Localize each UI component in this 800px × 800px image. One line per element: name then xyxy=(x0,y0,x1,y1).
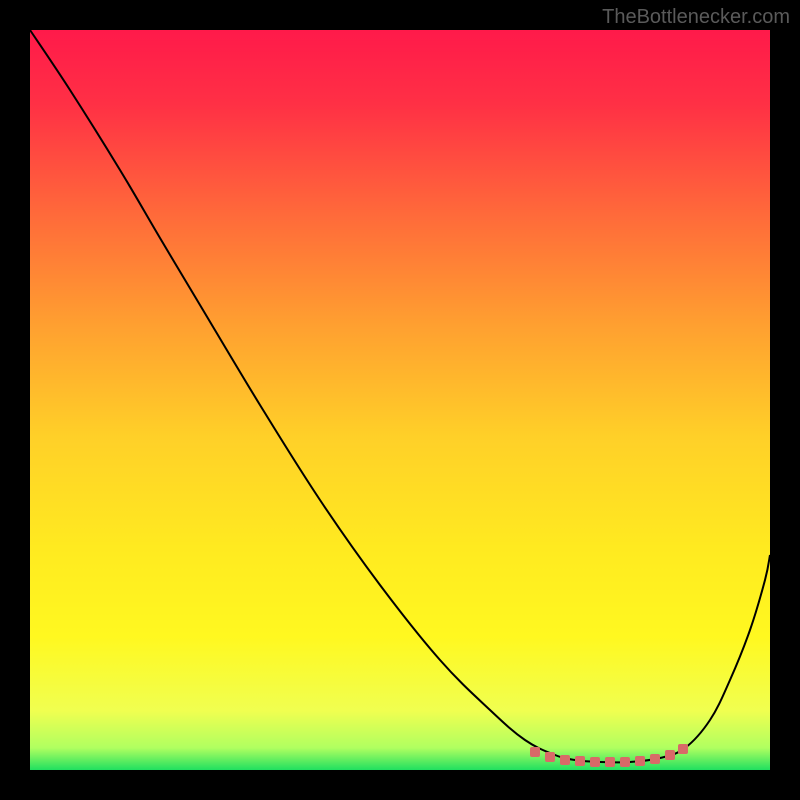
trough-marker xyxy=(620,757,630,767)
chart-container: TheBottlenecker.com xyxy=(0,0,800,800)
trough-marker xyxy=(575,756,585,766)
trough-marker xyxy=(530,747,540,757)
trough-marker xyxy=(605,757,615,767)
trough-marker xyxy=(590,757,600,767)
trough-marker xyxy=(650,754,660,764)
trough-marker xyxy=(545,752,555,762)
trough-marker xyxy=(678,744,688,754)
bottleneck-chart xyxy=(0,0,800,800)
trough-marker xyxy=(635,756,645,766)
trough-marker xyxy=(560,755,570,765)
plot-background xyxy=(30,30,770,770)
trough-marker xyxy=(665,750,675,760)
watermark-text: TheBottlenecker.com xyxy=(602,6,790,29)
